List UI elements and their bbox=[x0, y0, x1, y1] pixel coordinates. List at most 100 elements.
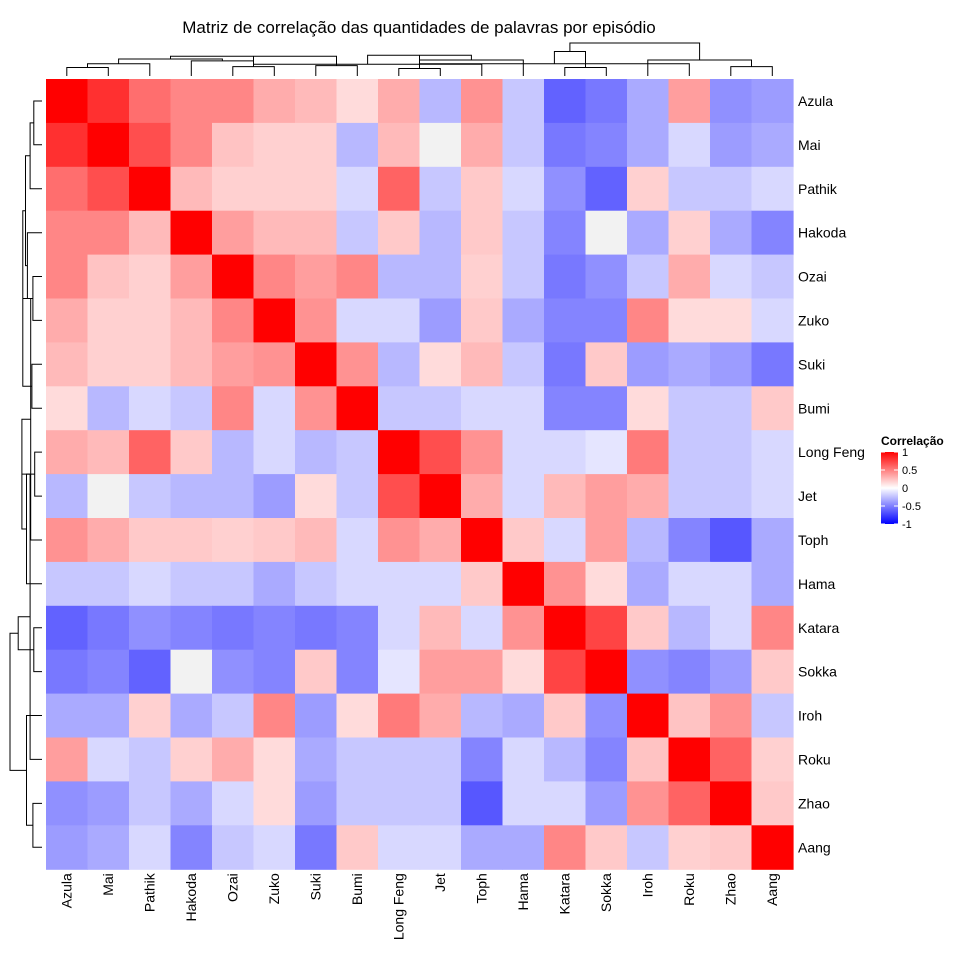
cell-ozai-jet bbox=[419, 254, 462, 300]
cell-long-feng-iroh bbox=[627, 430, 670, 475]
cell-sokka-hakoda bbox=[170, 649, 213, 695]
cell-sokka-mai bbox=[87, 649, 130, 695]
cell-pathik-iroh bbox=[627, 166, 670, 212]
cell-iroh-iroh bbox=[627, 693, 670, 739]
row-dendrogram-branch bbox=[32, 276, 42, 321]
row-label-pathik: Pathik bbox=[798, 181, 838, 197]
cell-bumi-sokka bbox=[585, 386, 628, 431]
cell-jet-jet bbox=[419, 474, 462, 519]
cell-long-feng-aang bbox=[751, 430, 794, 475]
cell-roku-mai bbox=[87, 737, 130, 782]
cell-pathik-zuko bbox=[253, 166, 296, 212]
cell-suki-zuko bbox=[253, 342, 296, 387]
cell-zhao-hama bbox=[502, 781, 545, 826]
cell-toph-mai bbox=[87, 518, 130, 563]
row-label-ozai: Ozai bbox=[798, 269, 827, 285]
cell-katara-iroh bbox=[627, 605, 670, 651]
cell-toph-zuko bbox=[253, 518, 296, 563]
cell-ozai-bumi bbox=[336, 254, 379, 300]
cell-zhao-azula bbox=[46, 781, 89, 826]
legend-tick-label: -0.5 bbox=[902, 501, 921, 513]
cell-hama-ozai bbox=[212, 561, 255, 607]
cell-sokka-suki bbox=[295, 649, 338, 695]
cell-suki-jet bbox=[419, 342, 462, 387]
column-label-zhao: Zhao bbox=[723, 873, 739, 905]
cell-roku-katara bbox=[544, 737, 587, 782]
cell-mai-aang bbox=[751, 122, 794, 168]
cell-aang-sokka bbox=[585, 825, 628, 870]
column-label-jet: Jet bbox=[432, 873, 448, 892]
cell-pathik-roku bbox=[668, 166, 711, 212]
cell-hama-hakoda bbox=[170, 561, 213, 607]
cell-azula-roku bbox=[668, 79, 711, 124]
cell-ozai-long-feng bbox=[378, 254, 421, 300]
row-label-jet: Jet bbox=[798, 488, 817, 504]
cell-iroh-suki bbox=[295, 693, 338, 739]
cell-zuko-bumi bbox=[336, 298, 379, 343]
row-dendrogram-branch bbox=[32, 802, 42, 848]
cell-azula-iroh bbox=[627, 79, 670, 124]
row-dendrogram-branch bbox=[26, 715, 42, 826]
column-dendrogram-branch bbox=[87, 63, 151, 76]
cell-iroh-hakoda bbox=[170, 693, 213, 739]
cell-azula-sokka bbox=[585, 79, 628, 124]
cell-sokka-azula bbox=[46, 649, 89, 695]
cell-bumi-toph bbox=[461, 386, 504, 431]
cell-hakoda-hama bbox=[502, 210, 545, 256]
cell-bumi-zuko bbox=[253, 386, 296, 431]
row-label-hakoda: Hakoda bbox=[798, 225, 846, 241]
cell-roku-jet bbox=[419, 737, 462, 782]
cell-jet-roku bbox=[668, 474, 711, 519]
cell-jet-zuko bbox=[253, 474, 296, 519]
cell-zuko-azula bbox=[46, 298, 89, 343]
cell-long-feng-hama bbox=[502, 430, 545, 475]
cell-hakoda-pathik bbox=[129, 210, 172, 256]
cell-suki-pathik bbox=[129, 342, 172, 387]
cell-iroh-hama bbox=[502, 693, 545, 739]
cell-katara-aang bbox=[751, 605, 794, 651]
cell-bumi-jet bbox=[419, 386, 462, 431]
cell-iroh-azula bbox=[46, 693, 89, 739]
cell-hakoda-mai bbox=[87, 210, 130, 256]
cell-jet-hama bbox=[502, 474, 545, 519]
cell-zhao-mai bbox=[87, 781, 130, 826]
cell-toph-suki bbox=[295, 518, 338, 563]
row-dendrogram-branch bbox=[9, 632, 27, 771]
row-labels: Azula Mai Pathik Hakoda Ozai Zuko Suki Bumi Long… bbox=[798, 93, 865, 855]
cell-jet-ozai bbox=[212, 474, 255, 519]
cell-sokka-katara bbox=[544, 649, 587, 695]
cell-sokka-toph bbox=[461, 649, 504, 695]
column-dendrogram-branch bbox=[315, 65, 358, 76]
cell-azula-mai bbox=[87, 79, 130, 124]
cell-bumi-katara bbox=[544, 386, 587, 431]
cell-sokka-roku bbox=[668, 649, 711, 695]
column-dendrogram-branch bbox=[569, 42, 701, 60]
cell-bumi-long-feng bbox=[378, 386, 421, 431]
cell-hama-roku bbox=[668, 561, 711, 607]
cell-suki-iroh bbox=[627, 342, 670, 387]
cell-pathik-sokka bbox=[585, 166, 628, 212]
cell-katara-pathik bbox=[129, 605, 172, 651]
cell-zhao-pathik bbox=[129, 781, 172, 826]
column-label-iroh: Iroh bbox=[640, 873, 656, 897]
cell-roku-roku bbox=[668, 737, 711, 782]
cell-ozai-suki bbox=[295, 254, 338, 300]
row-label-toph: Toph bbox=[798, 532, 828, 548]
cell-aang-long-feng bbox=[378, 825, 421, 870]
cell-mai-zhao bbox=[710, 122, 753, 168]
cell-aang-zuko bbox=[253, 825, 296, 870]
cell-long-feng-sokka bbox=[585, 430, 628, 475]
cell-toph-toph bbox=[461, 518, 504, 563]
cell-pathik-suki bbox=[295, 166, 338, 212]
cell-zhao-suki bbox=[295, 781, 338, 826]
chart-title: Matriz de correlação das quantidades de … bbox=[182, 18, 655, 37]
cell-pathik-bumi bbox=[336, 166, 379, 212]
cell-suki-ozai bbox=[212, 342, 255, 387]
cell-long-feng-toph bbox=[461, 430, 504, 475]
cell-zuko-hakoda bbox=[170, 298, 213, 343]
cell-roku-azula bbox=[46, 737, 89, 782]
cell-jet-sokka bbox=[585, 474, 628, 519]
cell-mai-hama bbox=[502, 122, 545, 168]
cell-zuko-long-feng bbox=[378, 298, 421, 343]
